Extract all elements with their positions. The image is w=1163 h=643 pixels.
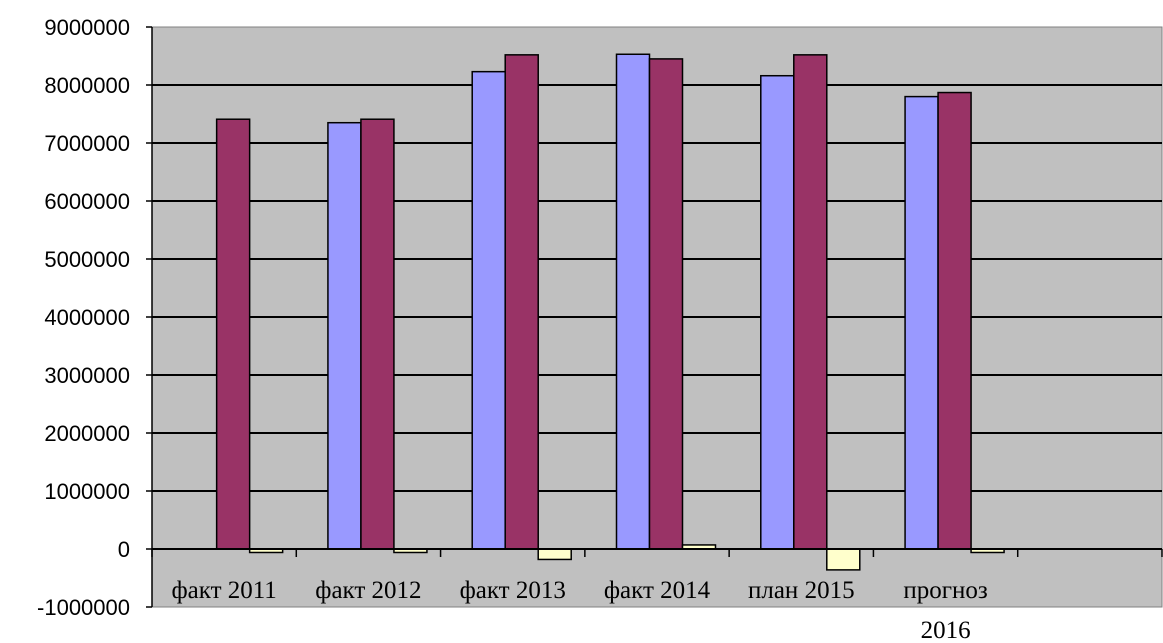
bar <box>215 118 251 550</box>
bar <box>537 548 572 561</box>
y-tick-labels: -1000000 0 1000000 2000000 3000000 4000000 500… <box>37 15 130 620</box>
y-tick-label: 5000000 <box>44 247 130 272</box>
y-tick-label: 7000000 <box>44 131 130 156</box>
x-tick-label: факт 2012 <box>315 577 421 604</box>
x-tick-label: 2016 <box>921 617 971 643</box>
y-tick-label: 1000000 <box>44 479 130 504</box>
x-tick-labels: факт 2011 факт 2012 факт 2013 факт 2014 план… <box>171 577 987 643</box>
y-tick-label: 8000000 <box>44 73 130 98</box>
y-tick-label: 2000000 <box>44 421 130 446</box>
bar <box>904 95 939 550</box>
bar <box>793 54 828 550</box>
y-tick-label: -1000000 <box>37 595 130 620</box>
bars <box>215 53 1005 571</box>
bar <box>760 74 795 550</box>
bar <box>471 70 506 550</box>
x-tick-label: факт 2014 <box>604 577 711 604</box>
y-tick-label: 6000000 <box>44 189 130 214</box>
bar <box>826 548 861 571</box>
y-tick-label: 3000000 <box>44 363 130 388</box>
x-tick-label: факт 2011 <box>171 577 276 604</box>
x-tick-label: факт 2013 <box>460 577 566 604</box>
bar <box>648 58 684 550</box>
bar <box>360 118 395 550</box>
x-tick-label: прогноз <box>903 577 988 604</box>
bar <box>615 53 651 550</box>
bar <box>937 91 972 550</box>
axes <box>146 26 1163 608</box>
bar <box>504 54 539 550</box>
bar <box>327 121 362 550</box>
y-tick-label: 0 <box>118 537 130 562</box>
x-tick-label: план 2015 <box>748 577 855 604</box>
y-tick-label: 4000000 <box>44 305 130 330</box>
y-tick-label: 9000000 <box>44 15 130 40</box>
